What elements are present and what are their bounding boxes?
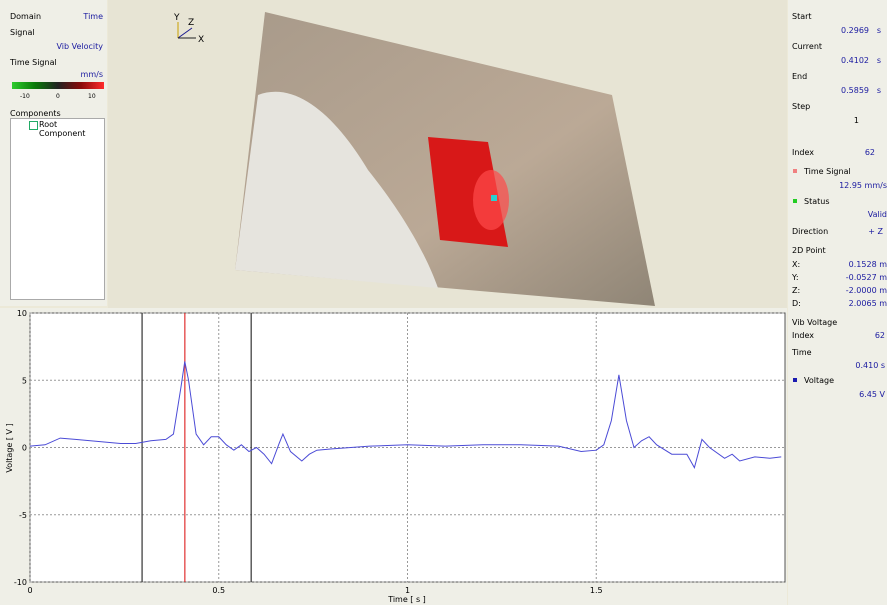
y-tick-label: -5: [19, 511, 27, 520]
value: 6.45 V: [859, 390, 885, 399]
legend-swatch: [793, 169, 797, 173]
y-tick-label: 5: [22, 376, 27, 385]
value: Valid: [868, 210, 887, 219]
y-tick-label: 10: [17, 309, 27, 318]
legend-swatch: [793, 378, 797, 382]
status-swatch: [793, 199, 797, 203]
x-tick-label: 1.5: [590, 586, 603, 595]
app: {"left_panel": {"domain_label": "Domain"…: [0, 0, 887, 605]
label: Status: [804, 197, 830, 206]
value: Vib Velocity: [56, 42, 103, 51]
unit: s: [877, 56, 881, 65]
x-axis-label: Time [ s ]: [387, 595, 426, 604]
value: -2.0000 m: [846, 286, 887, 295]
value: 0.410 s: [855, 361, 885, 370]
value: 0.5859: [841, 86, 869, 95]
label: Current: [792, 42, 822, 51]
left-panel: Domain Time Signal Vib Velocity Time Sig…: [0, 0, 107, 306]
label: Signal: [10, 28, 35, 37]
value: Time: [83, 12, 103, 21]
label: Vib Voltage: [792, 318, 837, 327]
view-3d: Y Z X: [108, 0, 787, 308]
y-tick-label: 0: [22, 444, 27, 453]
label: Y:: [792, 273, 799, 282]
label: Time Signal: [10, 58, 57, 67]
label: Z:: [792, 286, 800, 295]
label: Time Signal: [804, 167, 851, 176]
y-axis-label: Voltage [ V ]: [5, 423, 14, 472]
value: + Z: [868, 227, 883, 236]
value: -0.0527 m: [846, 273, 887, 282]
x-tick-label: 0.5: [212, 586, 225, 595]
value: 1: [854, 116, 859, 125]
axis-label: Z: [188, 18, 194, 28]
label: D:: [792, 299, 801, 307]
colorbar-tick: 10: [88, 93, 96, 100]
colorbar-tick: -10: [20, 93, 30, 100]
chart: Time [ s ] Voltage [ V ] -10 -5 0 5 10 0 0.5 1 1…: [0, 308, 787, 605]
y-tick-label: -10: [14, 578, 27, 587]
axis-label: X: [198, 35, 204, 45]
clip: D: 2.0065 m: [788, 299, 887, 307]
label: Components: [10, 109, 61, 118]
label: X:: [792, 260, 800, 269]
label: 2D Point: [792, 246, 826, 255]
value: 0.1528 m: [849, 260, 887, 269]
label: End: [792, 72, 807, 81]
label: Start: [792, 12, 812, 21]
value: 62: [865, 148, 875, 157]
label: Direction: [792, 227, 828, 236]
x-tick-label: 1: [405, 586, 410, 595]
x-tick-label: 0: [27, 586, 32, 595]
unit: s: [877, 86, 881, 95]
value: 0.2969: [841, 26, 869, 35]
value: mm/s: [81, 70, 103, 79]
colorbar: [12, 82, 104, 89]
label: Index: [792, 148, 814, 157]
value: 2.0065 m: [849, 299, 887, 307]
tree-item[interactable]: Root Component: [39, 120, 104, 138]
value: 12.95 mm/s: [839, 181, 887, 190]
checkbox[interactable]: [29, 121, 38, 130]
right-panel: Start 0.2969 s Current 0.4102 s End 0.58…: [788, 0, 887, 605]
value: 0.4102: [841, 56, 869, 65]
component-tree: Root Component: [10, 118, 105, 300]
label: Domain: [10, 12, 41, 21]
value: 62: [875, 331, 885, 340]
colorbar-tick: 0: [56, 93, 60, 100]
selected-point[interactable]: [491, 195, 497, 201]
label: Index: [792, 331, 814, 340]
axis-label: Y: [173, 13, 180, 23]
label: Step: [792, 102, 810, 111]
label: Time: [792, 348, 812, 357]
legend-label: Voltage: [804, 376, 834, 385]
unit: s: [877, 26, 881, 35]
